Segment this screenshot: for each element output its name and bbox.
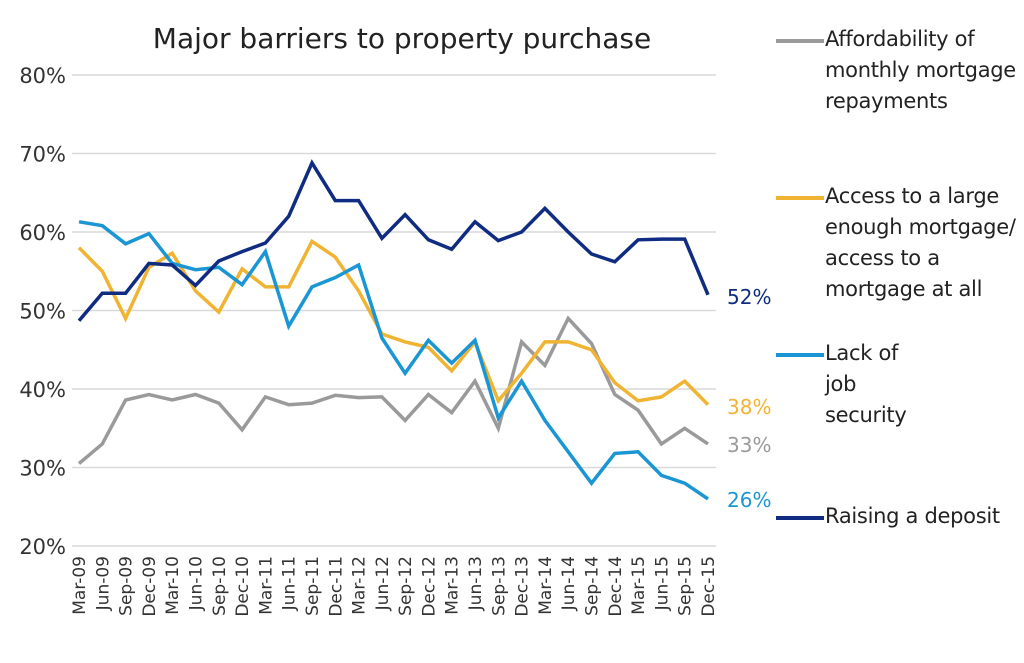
y-tick-label: 40% <box>19 378 66 402</box>
x-tick-label: Jun-14 <box>559 556 579 611</box>
x-tick-label: Jun-15 <box>652 556 672 611</box>
gridlines <box>72 74 716 547</box>
x-tick-label: Dec-09 <box>140 556 160 617</box>
x-tick-label: Mar-11 <box>256 556 276 615</box>
y-tick-label: 50% <box>19 300 66 324</box>
y-tick-label: 20% <box>19 535 66 559</box>
x-tick-label: Dec-15 <box>699 556 719 617</box>
series-line-0 <box>77 315 709 465</box>
x-tick-label: Sep-15 <box>676 556 696 616</box>
x-tick-label: Mar-10 <box>163 556 183 615</box>
x-tick-label: Mar-13 <box>443 556 463 615</box>
legend-swatch-access-mortgage <box>776 196 824 200</box>
legend-swatch-job-security <box>776 353 824 357</box>
x-tick-label: Sep-13 <box>489 556 509 616</box>
series-line-3 <box>77 159 710 322</box>
x-tick-label: Mar-15 <box>629 556 649 615</box>
x-tick-label: Jun-09 <box>93 556 113 611</box>
x-tick-label: Sep-09 <box>117 556 137 616</box>
x-tick-label: Jun-13 <box>466 556 486 611</box>
series-line-1 <box>77 238 710 406</box>
end-label: 26% <box>727 488 771 512</box>
series-lines <box>77 159 710 501</box>
x-tick-label: Jun-11 <box>280 556 300 611</box>
end-label: 38% <box>727 395 771 419</box>
x-tick-label: Mar-12 <box>350 556 370 615</box>
x-tick-label: Jun-10 <box>186 556 206 611</box>
x-tick-label: Jun-12 <box>373 556 393 611</box>
x-tick-label: Dec-14 <box>606 556 626 617</box>
x-tick-label: Dec-10 <box>233 556 253 617</box>
series-line-2 <box>78 220 709 501</box>
x-tick-label: Sep-11 <box>303 556 323 616</box>
legend-swatch-affordability <box>776 39 824 43</box>
y-tick-label: 80% <box>19 64 66 88</box>
y-axis-ticks: 20% 30% 40% 50% 60% 70% 80% <box>19 64 66 559</box>
x-tick-label: Mar-14 <box>536 556 556 615</box>
end-label: 52% <box>727 285 771 309</box>
x-axis-ticks: Mar-09 Jun-09 Sep-09 Dec-09 Mar-10 Jun-10 Sep-… <box>70 556 719 617</box>
x-tick-label: Mar-09 <box>70 556 90 615</box>
end-labels: 33% 38% 26% 52% <box>727 285 771 512</box>
x-tick-label: Dec-13 <box>513 556 533 617</box>
end-label: 33% <box>727 433 771 457</box>
legend-item-job-security: Lack of job security <box>825 341 907 427</box>
legend-swatch-deposit <box>776 516 824 520</box>
x-tick-label: Sep-10 <box>210 556 230 616</box>
x-tick-label: Dec-12 <box>419 556 439 617</box>
y-tick-label: 30% <box>19 457 66 481</box>
x-tick-label: Sep-12 <box>396 556 416 616</box>
chart-title: Major barriers to property purchase <box>153 22 651 55</box>
legend-item-affordability: Affordability of monthly mortgage repaym… <box>825 27 1016 113</box>
x-tick-label: Sep-14 <box>583 556 603 616</box>
y-tick-label: 60% <box>19 221 66 245</box>
y-tick-label: 70% <box>19 143 66 167</box>
x-tick-label: Dec-11 <box>326 556 346 617</box>
legend-item-access-mortgage: Access to a large enough mortgage/ acces… <box>825 184 1016 301</box>
legend-item-deposit: Raising a deposit <box>825 504 1000 528</box>
